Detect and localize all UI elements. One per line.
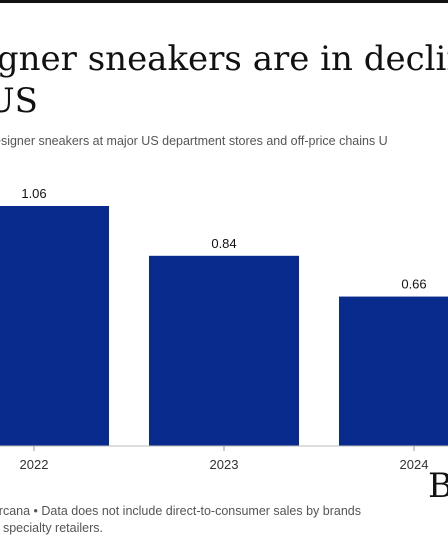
value-label-2024: 0.66 bbox=[401, 277, 426, 292]
publisher-logo: B bbox=[428, 466, 448, 506]
x-tick-label-2023: 2023 bbox=[210, 457, 239, 472]
bar-2023 bbox=[149, 255, 299, 446]
chart-subtitle: esigner sneakers at major US department … bbox=[0, 134, 388, 148]
x-tick-label-2022: 2022 bbox=[20, 457, 49, 472]
x-tick-label-2024: 2024 bbox=[400, 457, 429, 472]
value-label-2022: 1.06 bbox=[21, 186, 46, 201]
bar-2024 bbox=[339, 296, 448, 446]
source-note: ircana • Data does not include direct-to… bbox=[0, 504, 361, 535]
top-rule bbox=[0, 0, 448, 3]
labels-layer: 1.06 2022 0.84 2023 0.66 2024 bbox=[20, 186, 429, 472]
bars-layer bbox=[0, 206, 448, 446]
value-label-2023: 0.84 bbox=[211, 236, 236, 251]
chart-title: igner sneakers are in declin US bbox=[0, 39, 448, 121]
bar-2022 bbox=[0, 206, 109, 446]
